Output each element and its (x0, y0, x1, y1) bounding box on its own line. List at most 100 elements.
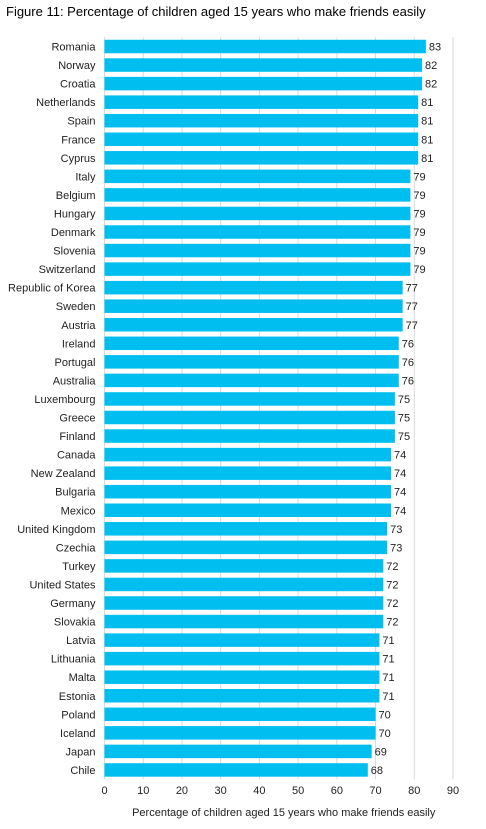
data-label: 70 (379, 709, 391, 721)
category-label: Norway (58, 60, 96, 72)
data-label: 76 (402, 357, 414, 369)
bar (104, 355, 399, 369)
category-label: Spain (67, 116, 95, 128)
category-label: Malta (69, 672, 97, 684)
category-label: Germany (50, 598, 96, 610)
data-label: 77 (406, 320, 418, 332)
bar (104, 299, 403, 313)
x-axis-title: Percentage of children aged 15 years who… (132, 807, 436, 819)
category-label: Cyprus (61, 153, 96, 165)
category-label: Slovenia (53, 246, 96, 258)
category-label: Bulgaria (55, 487, 96, 499)
x-axis-ticks: 0 10 20 30 40 50 60 70 80 90 (101, 785, 459, 797)
category-label: Estonia (59, 691, 97, 703)
data-label: 81 (421, 134, 433, 146)
bar (104, 151, 419, 165)
bar (104, 707, 376, 722)
bar (104, 262, 411, 276)
category-label: Croatia (60, 79, 96, 91)
data-label: 76 (402, 338, 414, 350)
bar (104, 484, 392, 499)
data-label: 77 (406, 283, 418, 295)
bar (104, 318, 403, 332)
data-label: 73 (390, 542, 402, 554)
bar (104, 243, 411, 258)
data-label: 74 (394, 505, 406, 517)
category-label: Japan (66, 746, 96, 758)
category-label: Australia (53, 375, 97, 387)
bar (104, 169, 411, 184)
gridlines (104, 37, 454, 780)
bar (104, 392, 395, 406)
category-label: Republic of Korea (8, 283, 96, 295)
data-label: 79 (413, 227, 425, 239)
data-label: 74 (394, 468, 406, 480)
data-label: 76 (402, 375, 414, 387)
category-label: Slovakia (54, 617, 96, 629)
data-label: 75 (398, 431, 410, 443)
category-label: Poland (61, 709, 95, 721)
category-label: Belgium (56, 190, 96, 202)
category-labels: Romania Norway Croatia Netherlands Spain Fran… (8, 42, 96, 777)
x-tick-label: 50 (292, 785, 304, 797)
data-label: 79 (413, 264, 425, 276)
chart-title: Figure 11: Percentage of children aged 1… (6, 4, 426, 19)
bar (104, 689, 380, 703)
data-label: 72 (386, 598, 398, 610)
bar (104, 280, 403, 295)
category-label: Ireland (62, 338, 96, 350)
x-tick-label: 70 (369, 785, 381, 797)
category-label: Iceland (60, 728, 95, 740)
data-label: 81 (421, 97, 433, 109)
data-label: 79 (413, 171, 425, 183)
data-label: 71 (382, 672, 394, 684)
data-label: 81 (421, 116, 433, 128)
data-label: 82 (425, 60, 437, 72)
bar (104, 206, 411, 221)
data-label: 79 (413, 246, 425, 258)
data-label: 72 (386, 579, 398, 591)
category-label: Hungary (54, 208, 96, 220)
bar (104, 373, 399, 388)
category-label: Canada (57, 450, 96, 462)
category-label: Romania (51, 42, 96, 54)
data-label: 75 (398, 413, 410, 425)
x-tick-label: 30 (215, 785, 227, 797)
x-tick-label: 0 (101, 785, 107, 797)
bar (104, 336, 399, 351)
category-label: Mexico (61, 505, 96, 517)
category-label: Italy (75, 171, 96, 183)
data-label: 81 (421, 153, 433, 165)
data-label: 71 (382, 635, 394, 647)
bar (104, 95, 419, 109)
category-label: Greece (59, 413, 95, 425)
data-label: 72 (386, 561, 398, 573)
x-tick-label: 40 (253, 785, 265, 797)
bar (104, 744, 372, 759)
x-tick-label: 80 (408, 785, 420, 797)
category-label: Sweden (56, 301, 96, 313)
x-tick-label: 60 (331, 785, 343, 797)
bars (104, 39, 426, 777)
category-label: Denmark (51, 227, 96, 239)
data-label: 79 (413, 208, 425, 220)
value-labels: 83 82 82 81 81 81 81 79 79 79 79 79 79 77 77 77 76 76 76 75… (371, 42, 441, 777)
data-label: 71 (382, 654, 394, 666)
category-label: Lithuania (51, 654, 97, 666)
category-label: Turkey (62, 561, 96, 573)
category-label: United States (29, 579, 96, 591)
category-label: Netherlands (36, 97, 96, 109)
data-label: 68 (371, 765, 383, 777)
bar (104, 540, 388, 555)
bar (104, 39, 426, 54)
bar (104, 113, 419, 128)
category-label: Luxembourg (34, 394, 95, 406)
category-label: United Kingdom (17, 524, 95, 536)
bar (104, 559, 384, 573)
data-label: 82 (425, 79, 437, 91)
category-label: Switzerland (39, 264, 96, 276)
bar (104, 429, 395, 443)
bar (104, 596, 384, 610)
bar (104, 410, 395, 425)
